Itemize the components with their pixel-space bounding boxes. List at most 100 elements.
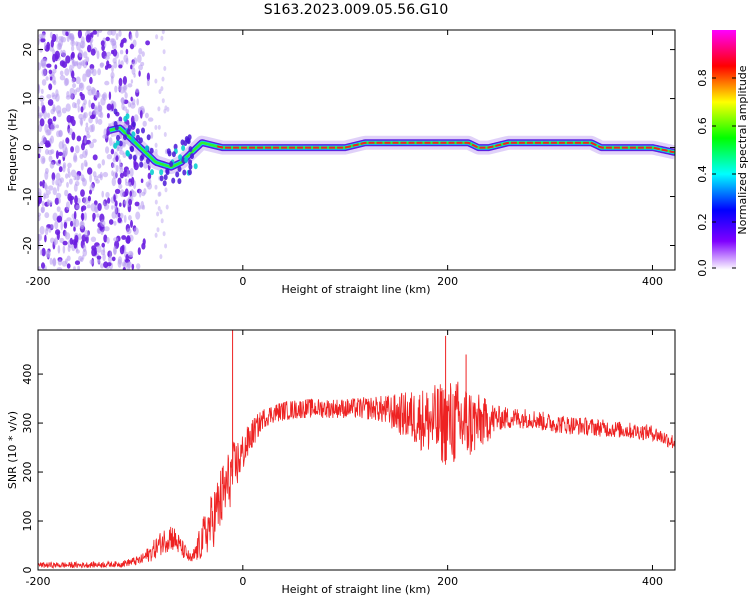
noise-dot (84, 149, 88, 156)
noise-dot (133, 114, 139, 122)
noise-dot (141, 191, 146, 197)
noise-dot (112, 49, 118, 57)
noise-dot (53, 80, 57, 86)
noise-dot (97, 68, 101, 76)
noise-dot (48, 227, 52, 233)
noise-dot (41, 79, 47, 86)
noise-dot (119, 150, 125, 155)
transition-blob (169, 161, 174, 167)
noise-dot (76, 98, 81, 105)
noise-dot (79, 154, 84, 159)
noise-dot (135, 88, 140, 93)
noise-dot (88, 99, 91, 108)
noise-dot (55, 93, 60, 102)
noise-dot (84, 137, 87, 144)
transition-blob (177, 166, 182, 172)
noise-dot (81, 177, 86, 183)
transition-blob (135, 128, 140, 135)
noise-dot (101, 44, 105, 52)
noise-dot (64, 150, 68, 157)
noise-dot (67, 171, 71, 179)
noise-dot (106, 63, 112, 69)
noise-dot (52, 187, 57, 196)
noise-dot (67, 162, 72, 168)
noise-dot (83, 51, 88, 59)
noise-dot (61, 49, 66, 58)
noise-dot (140, 61, 145, 67)
noise-dot (90, 236, 97, 243)
noise-dot (126, 228, 132, 235)
noise-dot (157, 106, 161, 112)
noise-dot (130, 96, 133, 102)
spectrogram-plot-area (38, 30, 675, 270)
noise-dot (51, 92, 55, 97)
noise-dot (44, 212, 50, 219)
noise-dot (117, 259, 122, 268)
colorbar-label: Normalized spectral amplitude (736, 65, 749, 234)
transition-blob (182, 169, 187, 176)
noise-dot (106, 103, 112, 111)
noise-dot (117, 217, 122, 224)
noise-dot (41, 32, 46, 40)
noise-dot (129, 43, 135, 50)
noise-dot (69, 33, 73, 39)
noise-dot (44, 234, 47, 243)
transition-blob (146, 158, 150, 164)
x-tick-label: -200 (26, 275, 51, 288)
noise-dot (99, 62, 104, 68)
noise-dot (57, 259, 63, 266)
y-tick-label: 200 (21, 462, 34, 483)
noise-dot (57, 245, 61, 254)
transition-blob (140, 153, 145, 160)
noise-dot (47, 185, 54, 191)
noise-dot (76, 175, 80, 181)
noise-dot (138, 70, 141, 77)
noise-dot (107, 262, 112, 267)
transition-blob (131, 131, 136, 138)
noise-dot (118, 30, 122, 37)
noise-dot (80, 221, 84, 228)
noise-dot (101, 159, 106, 166)
noise-dot (87, 167, 93, 175)
y-tick-label: 20 (21, 43, 34, 57)
noise-dot (43, 182, 48, 190)
noise-dot (121, 261, 126, 267)
noise-dot (46, 112, 51, 119)
transition-blob (166, 148, 171, 155)
noise-dot (99, 226, 103, 231)
noise-dot (122, 76, 127, 85)
noise-dot (113, 237, 119, 242)
noise-dot (45, 190, 51, 195)
noise-dot (123, 54, 129, 63)
noise-dot (161, 76, 165, 82)
noise-dot (41, 68, 47, 77)
transition-blob (118, 140, 123, 147)
noise-dot (96, 213, 100, 218)
noise-dot (130, 79, 134, 84)
noise-dot (38, 266, 41, 270)
noise-dot (122, 170, 128, 177)
transition-blob (190, 153, 194, 160)
transition-blob (187, 169, 192, 176)
noise-dot (127, 83, 133, 88)
noise-dot (38, 153, 41, 159)
transition-blob (136, 134, 140, 141)
transition-blob (138, 137, 143, 144)
noise-dot (108, 91, 112, 100)
noise-dot (45, 76, 49, 81)
noise-dot (164, 187, 168, 193)
noise-dot (125, 236, 131, 244)
noise-dot (106, 237, 110, 244)
transition-blob (171, 177, 176, 184)
noise-dot (76, 135, 82, 142)
noise-dot (159, 209, 163, 215)
noise-dot (43, 110, 48, 120)
noise-dot (71, 131, 76, 141)
transition-blob (165, 169, 170, 176)
noise-dot (65, 137, 70, 144)
spectrogram-frame (37, 29, 676, 271)
noise-dot (55, 179, 59, 186)
noise-dot (133, 227, 139, 236)
noise-dot (162, 49, 166, 55)
noise-dot (84, 229, 89, 238)
